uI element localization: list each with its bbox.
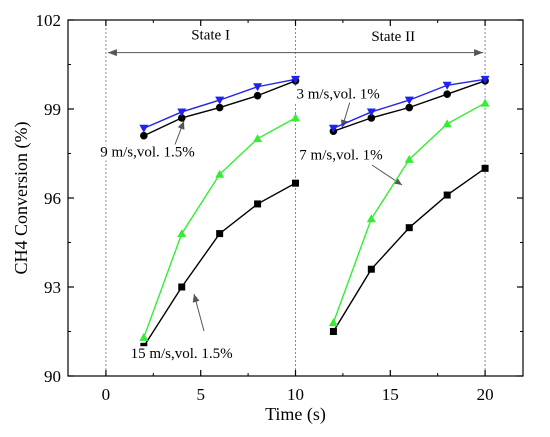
- series-1-point: [215, 169, 225, 178]
- series-3-point: [404, 96, 414, 105]
- annotation-background: [297, 147, 385, 164]
- grid-layer: [105, 20, 486, 376]
- annotation-background: [189, 27, 232, 44]
- series-1-point: [328, 318, 338, 327]
- x-tick-label: 20: [477, 385, 494, 404]
- x-tick-label: 15: [382, 385, 399, 404]
- series-0-point: [367, 265, 375, 273]
- annotation-background: [294, 86, 382, 103]
- series-1-point: [253, 134, 263, 143]
- series-3-point: [139, 124, 149, 133]
- series-0-point: [254, 200, 262, 208]
- annotation-arrow-7ms-head: [393, 177, 402, 185]
- x-tick-label: 10: [287, 385, 304, 404]
- y-axis-title: CH4 Conversion (%): [11, 122, 32, 275]
- series-1-point: [442, 119, 452, 128]
- series-1-point: [177, 229, 187, 238]
- state-i-arrow-head: [107, 49, 117, 57]
- y-tick-label: 93: [44, 278, 61, 297]
- series-1-line: [332, 102, 486, 323]
- series-3-point: [177, 108, 187, 117]
- annotation-label: 9 m/s,vol. 1.5%: [100, 144, 195, 160]
- x-tick-label: 5: [196, 385, 205, 404]
- annotation-arrow-15ms-head: [192, 294, 200, 303]
- series-0-point: [216, 230, 224, 238]
- series-3-point: [253, 83, 263, 92]
- annotation-label: 15 m/s,vol. 1.5%: [131, 346, 233, 362]
- y-tick-label: 96: [44, 189, 61, 208]
- arrow-layer: [107, 49, 484, 332]
- series-0-point: [443, 191, 451, 199]
- series-2-point: [253, 91, 262, 100]
- series-0-line: [143, 182, 296, 347]
- series-1-point: [366, 214, 376, 223]
- series-2-point: [405, 103, 414, 112]
- series-3-point: [291, 75, 300, 84]
- series-0-point: [292, 179, 299, 187]
- series-0-point: [178, 283, 186, 291]
- annotation-background: [369, 28, 418, 45]
- annotation-background: [128, 346, 235, 363]
- series-2-point: [177, 114, 186, 122]
- series-2-point: [140, 131, 148, 140]
- x-tick-label: 0: [102, 385, 111, 404]
- annotation-label: State II: [371, 29, 415, 45]
- annotation-background: [98, 144, 197, 161]
- series-1-point: [291, 113, 300, 122]
- state-ii-arrow-head: [474, 49, 484, 57]
- y-tick-label: 99: [44, 100, 61, 119]
- annotation-label: 7 m/s,vol. 1%: [299, 147, 382, 163]
- series-1-point: [139, 332, 149, 341]
- series-2-point: [367, 114, 376, 122]
- series-3-point: [480, 75, 490, 84]
- series-3-point: [366, 108, 376, 117]
- series-0-point: [405, 224, 413, 232]
- annotation-arrow-9ms-head: [177, 121, 185, 130]
- y-tick-label: 102: [36, 11, 62, 30]
- tick-layer: [68, 19, 523, 377]
- series-3-point: [215, 96, 225, 105]
- text-layer: 0 5 10 15 20 90 93 96 99 102 State I State II 3 m/s,…: [36, 11, 494, 404]
- series-3-point: [442, 81, 452, 90]
- series-1-point: [404, 154, 414, 163]
- annotation-label: State I: [191, 27, 230, 43]
- series-1-point: [480, 98, 490, 107]
- series-0-line: [332, 167, 486, 332]
- series-3-point: [328, 124, 338, 133]
- series-2-point: [443, 90, 451, 98]
- y-tick-label: 90: [44, 367, 61, 386]
- series-layer: [139, 75, 490, 350]
- series-0-point: [481, 164, 489, 172]
- annotation-label: 3 m/s,vol. 1%: [296, 87, 379, 103]
- x-axis-title: Time (s): [265, 404, 326, 425]
- series-0-point: [329, 328, 337, 335]
- series-2-point: [215, 103, 224, 112]
